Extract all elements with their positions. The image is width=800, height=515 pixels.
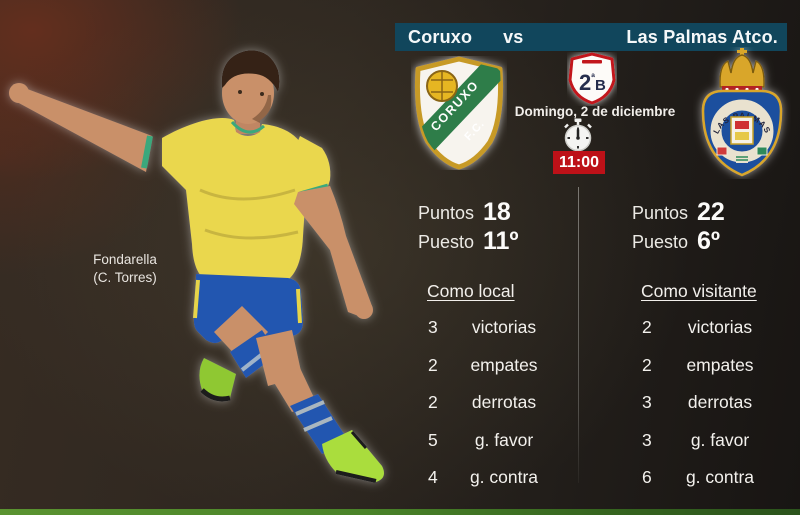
grass-strip xyxy=(0,509,800,515)
photo-credit: (C. Torres) xyxy=(93,269,157,285)
stat-value: 2 xyxy=(428,392,438,413)
stat-value: 2 xyxy=(428,354,438,375)
home-points-label: Puntos xyxy=(417,203,474,223)
vs-label: vs xyxy=(503,26,524,47)
stat-row: 2 victorias xyxy=(616,309,792,347)
stat-value: 4 xyxy=(428,467,438,488)
stat-label: victorias xyxy=(471,317,537,338)
crown-icon xyxy=(719,54,765,88)
las-palmas-crest: LAS PALMAS xyxy=(701,48,783,177)
home-points-value: 18 xyxy=(483,198,511,226)
column-divider xyxy=(578,187,579,483)
stat-value: 6 xyxy=(642,467,652,488)
away-stats-column: Puntos 22 Puesto 6º Como visitante 2 victo… xyxy=(616,198,792,497)
kickoff-time-box: 11:00 xyxy=(553,151,605,174)
stat-value: 2 xyxy=(642,354,652,375)
match-header-bar: Coruxo vs Las Palmas Atco. xyxy=(395,23,787,51)
stat-row: 3 victorias xyxy=(402,309,574,347)
stat-label: derrotas xyxy=(471,392,537,413)
home-context-heading: Como local xyxy=(427,281,515,301)
home-stats-column: Puntos 18 Puesto 11º Como local 3 victoria… xyxy=(402,198,574,497)
stat-row: 3 g. favor xyxy=(616,422,792,460)
stat-label: g. contra xyxy=(685,467,755,488)
player-photo xyxy=(9,50,384,483)
division-badge-text: 2ªB xyxy=(579,70,606,95)
stat-row: 2 empates xyxy=(616,347,792,385)
player-hair xyxy=(221,50,280,92)
stopwatch-icon xyxy=(564,118,592,152)
player-name: Fondarella xyxy=(93,252,157,267)
home-team-name: Coruxo xyxy=(408,26,473,47)
stat-row: 2 empates xyxy=(402,347,574,385)
away-team-name: Las Palmas Atco. xyxy=(626,26,778,47)
home-position-label: Puesto xyxy=(417,232,474,252)
away-position-label: Puesto xyxy=(631,232,688,252)
stat-value: 3 xyxy=(642,392,652,413)
stat-value: 5 xyxy=(428,429,438,450)
stat-label: empates xyxy=(686,354,754,375)
stat-row: 4 g. contra xyxy=(402,459,574,497)
stat-label: derrotas xyxy=(687,392,753,413)
coruxo-crest: CORUXO F.C. xyxy=(414,56,504,170)
stat-label: g. contra xyxy=(469,467,539,488)
stat-value: 2 xyxy=(642,317,652,338)
match-date: Domingo, 2 de diciembre xyxy=(514,104,676,119)
away-position-value: 6º xyxy=(697,227,721,255)
stat-label: g. favor xyxy=(690,429,750,450)
stat-label: empates xyxy=(470,354,538,375)
stat-row: 6 g. contra xyxy=(616,459,792,497)
stat-row: 5 g. favor xyxy=(402,422,574,460)
away-points-value: 22 xyxy=(697,198,725,226)
stat-label: g. favor xyxy=(474,429,534,450)
stat-row: 3 derrotas xyxy=(616,384,792,422)
away-context-heading: Como visitante xyxy=(641,281,757,301)
away-stat-list: 2 victorias 2 empates 3 derrotas 3 g. fa… xyxy=(616,309,792,497)
kickoff-time: 11:00 xyxy=(558,153,600,171)
segunda-b-badge: 2ªB xyxy=(568,52,616,105)
stat-value: 3 xyxy=(642,429,652,450)
stat-row: 2 derrotas xyxy=(402,384,574,422)
home-stat-list: 3 victorias 2 empates 2 derrotas 5 g. fa… xyxy=(402,309,574,497)
away-points-label: Puntos xyxy=(631,203,688,223)
photo-caption: Fondarella (C. Torres) xyxy=(55,251,195,286)
home-position-value: 11º xyxy=(483,227,519,255)
stat-label: victorias xyxy=(687,317,753,338)
stat-value: 3 xyxy=(428,317,438,338)
